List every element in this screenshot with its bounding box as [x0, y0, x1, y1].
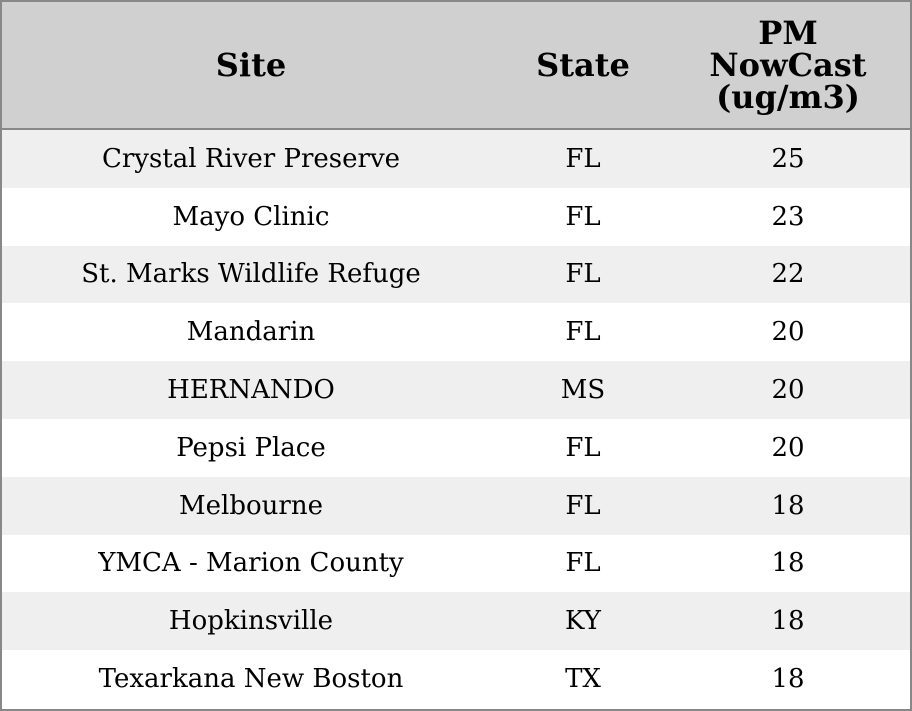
header-row: Site State PM NowCast (ug/m3)	[2, 2, 910, 130]
header-cell: Site	[2, 2, 500, 130]
header-text: Site	[215, 46, 287, 84]
table-cell: 22	[666, 245, 910, 304]
table-row: Mandarin FL 20	[2, 303, 910, 362]
table-cell: 18	[666, 650, 910, 708]
table-cell: St. Marks Wildlife Refuge	[2, 245, 500, 304]
header-text: PM NowCast (ug/m3)	[709, 14, 867, 116]
table-cell: 20	[666, 361, 910, 419]
table-row: HERNANDO MS 20	[2, 361, 910, 419]
table-body: Crystal River Preserve FL 25 Mayo Clinic FL 2…	[2, 129, 910, 708]
table-row: Crystal River Preserve FL 25	[2, 129, 910, 188]
table-row: Mayo Clinic FL 23	[2, 187, 910, 246]
table-cell: FL	[500, 187, 666, 246]
table-cell: 20	[666, 418, 910, 477]
table-cell: YMCA - Marion County	[2, 534, 500, 593]
table-cell: KY	[500, 592, 666, 651]
table-cell: FL	[500, 245, 666, 304]
table-row: Texarkana New Boston TX 18	[2, 650, 910, 708]
table-cell: 20	[666, 303, 910, 362]
table-row: Hopkinsville KY 18	[2, 592, 910, 651]
header-cell: State	[500, 2, 666, 130]
table-cell: Mandarin	[2, 303, 500, 362]
table-row: Pepsi Place FL 20	[2, 418, 910, 477]
table-cell: Texarkana New Boston	[2, 650, 500, 708]
table-cell: Hopkinsville	[2, 592, 500, 651]
table-cell: HERNANDO	[2, 361, 500, 419]
table-cell: 23	[666, 187, 910, 246]
table-cell: MS	[500, 361, 666, 419]
table-cell: FL	[500, 476, 666, 535]
table-cell: 18	[666, 592, 910, 651]
header-cell: PM NowCast (ug/m3)	[666, 2, 910, 130]
table-cell: 18	[666, 476, 910, 535]
table-cell: Crystal River Preserve	[2, 129, 500, 188]
header-text: State	[536, 46, 630, 84]
table-row: Melbourne FL 18	[2, 476, 910, 535]
table-row: YMCA - Marion County FL 18	[2, 534, 910, 593]
table-cell: Pepsi Place	[2, 418, 500, 477]
table-cell: FL	[500, 303, 666, 362]
table-cell: TX	[500, 650, 666, 708]
table-cell: Melbourne	[2, 476, 500, 535]
table-cell: 18	[666, 534, 910, 593]
table-cell: FL	[500, 129, 666, 188]
table-cell: FL	[500, 418, 666, 477]
table-cell: 25	[666, 129, 910, 188]
table-cell: Mayo Clinic	[2, 187, 500, 246]
table-cell: FL	[500, 534, 666, 593]
table-row: St. Marks Wildlife Refuge FL 22	[2, 245, 910, 304]
